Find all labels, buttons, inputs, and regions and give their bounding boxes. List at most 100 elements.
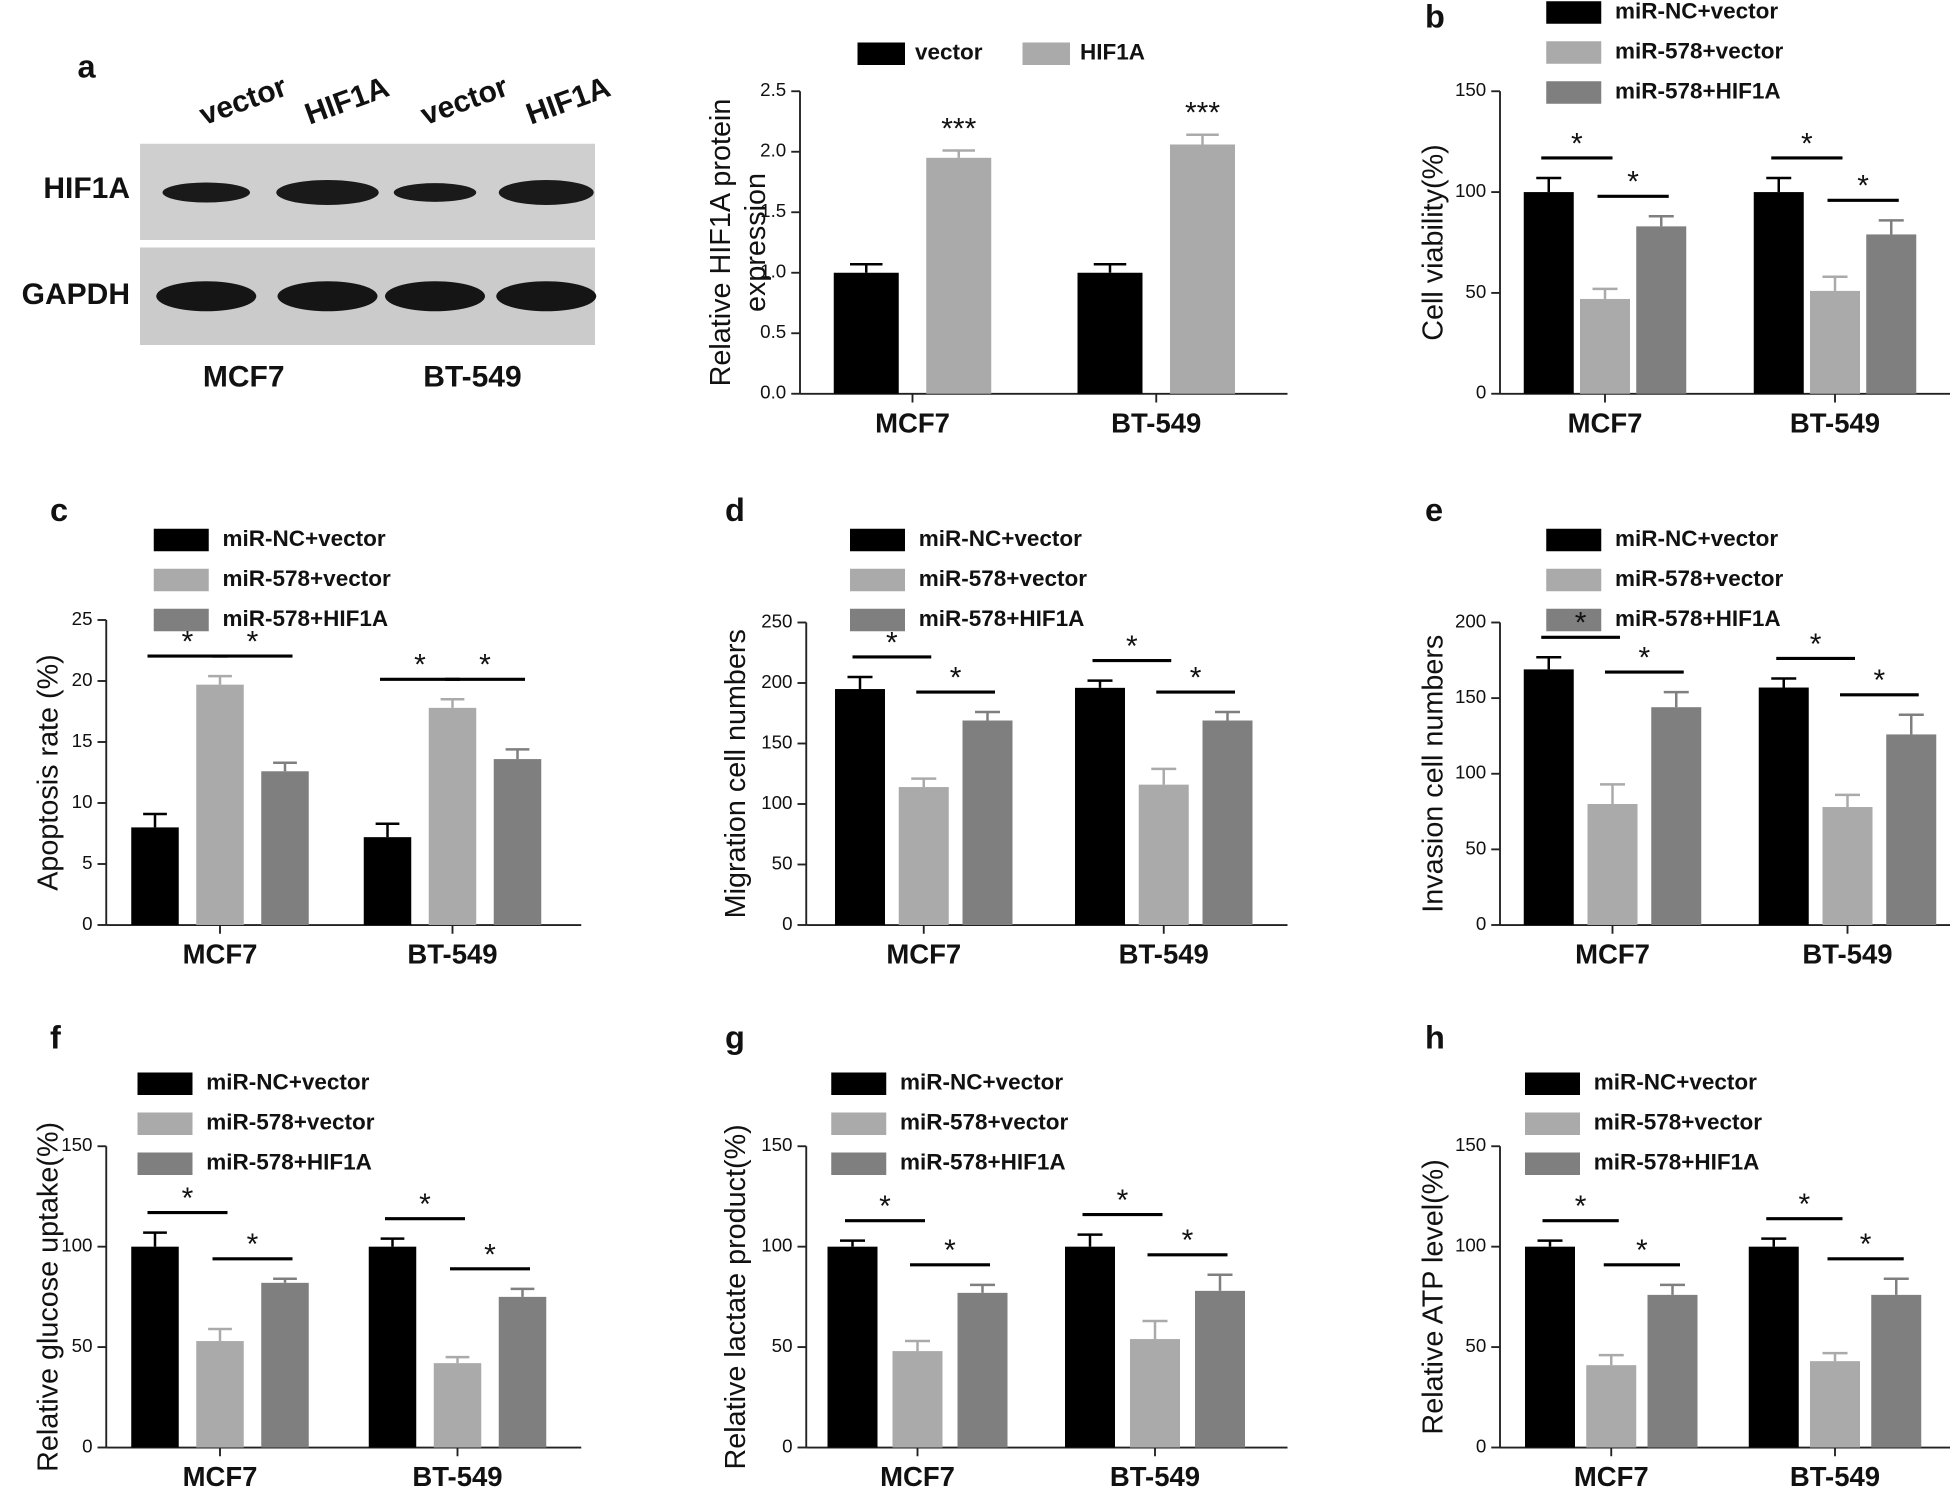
panel-label: h — [1425, 1020, 1445, 1056]
x-tick-label: MCF7 — [875, 407, 950, 438]
error-bar — [1537, 1239, 1563, 1247]
bar — [1758, 687, 1809, 925]
significance: * — [944, 1234, 956, 1267]
x-tick-label: BT-549 — [1790, 407, 1880, 438]
bar — [368, 1246, 417, 1448]
error-bar — [1536, 656, 1562, 670]
blot-cell-line: BT-549 — [423, 361, 521, 394]
legend-swatch — [1546, 608, 1602, 632]
blot-band — [276, 180, 379, 205]
blot-band — [162, 182, 250, 203]
error-bar — [1822, 275, 1848, 291]
y-tick-label: 100 — [1455, 1235, 1486, 1256]
y-tick-label: 15 — [72, 730, 93, 751]
bar — [196, 684, 244, 925]
error-bar — [1898, 713, 1924, 735]
legend-swatch — [1525, 1152, 1580, 1175]
x-tick-label: MCF7 — [886, 939, 961, 970]
panel-label: a — [78, 48, 97, 84]
x-tick-label: MCF7 — [183, 1461, 258, 1492]
bar — [1065, 1246, 1115, 1448]
legend-swatch — [831, 1152, 887, 1175]
bar — [1651, 707, 1702, 925]
bar — [1886, 734, 1937, 925]
blot-row-label: HIF1A — [43, 172, 130, 205]
panel-label: d — [725, 492, 745, 528]
legend-label: miR-578+HIF1A — [223, 606, 389, 631]
y-tick-label: 0 — [782, 1435, 792, 1456]
y-tick-label: 250 — [761, 610, 792, 631]
error-bar — [1648, 215, 1674, 227]
legend-swatch — [153, 608, 209, 632]
error-bar — [1663, 690, 1689, 708]
error-bar — [510, 1287, 535, 1297]
significance: *** — [1185, 97, 1220, 130]
bar — [1753, 192, 1804, 394]
legend-swatch — [850, 528, 905, 552]
bar — [261, 1282, 309, 1448]
blot-row-label: GAPDH — [22, 278, 130, 311]
significance: * — [1117, 1184, 1129, 1217]
significance: * — [950, 661, 962, 694]
legend-label: miR-578+vector — [900, 1110, 1068, 1135]
legend-swatch — [1022, 42, 1070, 65]
bar — [1523, 669, 1574, 925]
y-tick-label: 25 — [72, 608, 93, 629]
blot-band — [393, 183, 477, 202]
error-bar — [1600, 783, 1625, 805]
legend-swatch — [831, 1112, 887, 1135]
bar — [957, 1292, 1008, 1448]
y-tick-label: 150 — [1455, 1134, 1486, 1155]
legend-label: HIF1A — [1080, 40, 1145, 65]
significance: * — [1182, 1224, 1194, 1257]
legend-label: miR-578+vector — [1594, 1110, 1762, 1135]
y-tick-label: 0 — [1476, 382, 1486, 403]
legend-swatch — [850, 608, 905, 632]
bar — [363, 837, 412, 925]
legend-label: miR-NC+vector — [1615, 526, 1778, 551]
blot-cell-line: MCF7 — [203, 361, 285, 394]
y-tick-label: 50 — [1465, 1335, 1486, 1356]
y-axis-label: Migration cell numbers — [720, 629, 752, 918]
bar — [1647, 1294, 1698, 1448]
panel-label: c — [50, 492, 68, 528]
y-tick-label: 20 — [72, 669, 93, 690]
legend-swatch — [153, 568, 209, 592]
bar — [827, 1246, 878, 1448]
x-tick-label: MCF7 — [1575, 939, 1650, 970]
legend-label: miR-578+vector — [223, 566, 391, 591]
significance: * — [879, 1190, 891, 1223]
x-tick-label: MCF7 — [1568, 407, 1643, 438]
panel-label: g — [725, 1020, 745, 1056]
y-tick-label: 150 — [761, 731, 792, 752]
y-axis-label: Invasion cell numbers — [1418, 635, 1450, 913]
legend-label: miR-578+HIF1A — [919, 606, 1085, 631]
error-bar — [1660, 1283, 1685, 1295]
legend-label: miR-578+HIF1A — [206, 1150, 372, 1175]
blot-band — [385, 281, 485, 312]
y-tick-label: 1.0 — [760, 261, 786, 282]
bar — [1871, 1294, 1922, 1448]
error-bar — [840, 1239, 865, 1247]
bar — [962, 720, 1013, 925]
x-tick-label: MCF7 — [1574, 1461, 1649, 1492]
y-tick-label: 0 — [82, 1435, 92, 1456]
bar — [1748, 1246, 1799, 1448]
significance: * — [886, 626, 898, 659]
error-bar — [1077, 1233, 1103, 1247]
blot-bands — [156, 180, 597, 312]
error-bar — [1207, 1273, 1233, 1291]
legend-label: miR-578+HIF1A — [1615, 606, 1781, 631]
significance: * — [1627, 166, 1639, 199]
error-bar — [1186, 133, 1219, 145]
bar — [1636, 226, 1687, 394]
error-bar — [850, 263, 883, 273]
y-tick-label: 100 — [1455, 762, 1486, 783]
error-bar — [1835, 793, 1860, 808]
bar — [898, 787, 949, 925]
y-axis-label: Cell viability(%) — [1418, 144, 1450, 340]
legend-swatch — [1525, 1112, 1580, 1135]
y-axis-label: Relative HIF1A protein — [705, 99, 737, 387]
y-axis-label: expression — [740, 173, 772, 312]
